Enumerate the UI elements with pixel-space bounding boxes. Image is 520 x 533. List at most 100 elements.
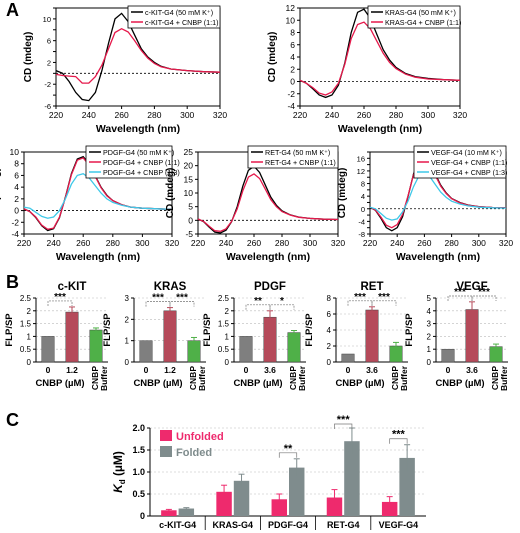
x-tick-label: 220 xyxy=(363,238,377,248)
y-tick-label: 12 xyxy=(286,3,296,13)
y-axis-label: FLP/SP xyxy=(202,313,213,347)
legend-box xyxy=(367,5,461,29)
significance-label: ** xyxy=(254,296,262,307)
legend-label: PDGF-G4 + CNBP (1:1) xyxy=(103,158,180,167)
y-tick-label: 2 xyxy=(327,342,332,351)
significance-bracket xyxy=(389,438,408,444)
y-tick-label: 2 xyxy=(225,307,230,316)
significance-bracket xyxy=(334,423,353,429)
x-tick-label: Buffer xyxy=(499,365,509,391)
y-tick-label: 0 xyxy=(290,77,295,87)
significance-bracket xyxy=(347,300,373,306)
significance-label: *** xyxy=(378,292,390,303)
x-tick-label: Buffer xyxy=(197,365,207,391)
y-tick-label: 10 xyxy=(10,147,20,157)
y-axis-label: CD (mdeg) xyxy=(337,168,348,219)
chart-title: KRAS xyxy=(154,281,187,293)
bar xyxy=(263,316,277,363)
y-tick-label: 0.5 xyxy=(132,489,145,499)
x-tick-label: CNBP xyxy=(90,366,100,390)
y-tick-label: 0 xyxy=(361,205,365,214)
bar xyxy=(89,329,103,363)
x-tick-label: CNBP xyxy=(390,366,400,390)
significance-label: *** xyxy=(176,293,188,304)
x-tick-label: 260 xyxy=(115,110,129,120)
significance-bracket xyxy=(447,295,473,301)
y-tick-label: -2 xyxy=(11,217,19,227)
y-tick-label: 0 xyxy=(125,358,130,367)
x-tick-label: VEGF-G4 xyxy=(379,520,419,530)
y-tick-label: 8 xyxy=(361,180,365,189)
y-axis-label: FLP/SP xyxy=(102,313,113,347)
significance-bracket xyxy=(371,300,397,306)
y-tick-label: -5 xyxy=(185,229,193,239)
x-tick-label: 220 xyxy=(49,110,63,120)
y-tick-label: -2 xyxy=(44,80,51,89)
cd-spectrum-panel: 220 240 260 280 300 320 -4 -20 2 4 68 10 Wavelength … xyxy=(0,145,180,263)
y-tick-label: 0.5 xyxy=(218,345,230,354)
y-axis-label: CD (mdeg) xyxy=(165,168,176,219)
x-tick-label: 220 xyxy=(293,110,307,120)
y-tick-label: 8 xyxy=(327,294,332,303)
y-tick-label: 0 xyxy=(327,358,332,367)
y-axis-label: FLP/SP xyxy=(4,313,15,347)
y-tick-label: 5 xyxy=(427,294,432,303)
flp-bar-chart: 0 1 2 3 4 5 VEGF FLP/SP 0 3.6 CNBP Buffer CNBP (µM) *… xyxy=(404,281,509,391)
bar xyxy=(465,309,479,363)
x-tick-label: 240 xyxy=(47,238,61,248)
series-line xyxy=(55,27,221,84)
significance-label: *** xyxy=(354,292,366,303)
chart-title: PDGF xyxy=(254,281,286,293)
y-tick-label: 2.5 xyxy=(20,294,32,303)
significance-bracket xyxy=(269,304,295,310)
y-tick-label: 1.0 xyxy=(132,467,145,477)
kd-grouped-bar-chart: 0 0.5 1.0 1.5 2.0 Kd (µM) c-KIT-G4 KRAS-G4 PDGF-… xyxy=(111,414,426,530)
x-tick-label: 280 xyxy=(275,238,289,248)
x-tick-label: Buffer xyxy=(99,365,109,391)
x-tick-label: 260 xyxy=(357,110,371,120)
legend-label: PDGF-G4 (50 mM K⁺) xyxy=(103,148,174,157)
flp-bar-chart: 0 0.5 1 1.5 2 2.5 c-KIT FLP/SP 0 1.2 CNBP Buffer CNB… xyxy=(4,281,109,391)
x-axis-label: CNBP (µM) xyxy=(35,378,84,389)
y-tick-label: 3 xyxy=(427,320,432,329)
x-tick-label: 0 xyxy=(46,365,51,375)
y-tick-label: 8 xyxy=(290,28,295,38)
y-tick-label: -8 xyxy=(358,230,365,239)
bar xyxy=(139,340,153,363)
x-tick-label: 300 xyxy=(421,110,435,120)
significance-label: *** xyxy=(54,292,66,303)
y-tick-label: 1 xyxy=(225,332,230,341)
x-tick-label: 260 xyxy=(417,238,431,248)
y-tick-label: 6 xyxy=(327,310,332,319)
y-tick-label: 2 xyxy=(47,58,51,67)
y-tick-label: 0 xyxy=(427,358,432,367)
legend-label: KRAS-G4 + CNBP (1:1) xyxy=(385,18,461,27)
x-axis-label: Wavelength (nm) xyxy=(226,251,310,263)
y-tick-label: 4 xyxy=(14,182,19,192)
x-tick-label: 320 xyxy=(213,110,227,120)
x-tick-label: PDGF-G4 xyxy=(268,520,308,530)
y-tick-label: -2 xyxy=(287,89,295,99)
legend-label: PDGF-G4 + CNBP (1:3) xyxy=(103,168,180,177)
y-tick-label: 2.5 xyxy=(218,294,230,303)
y-tick-label: 2 xyxy=(125,315,130,324)
x-axis-label: Wavelength (nm) xyxy=(396,251,480,263)
cd-spectrum-panel: 220 240 260 280 300 320 -8 -4 0 4 8 12 16 Wavelength … xyxy=(337,145,513,263)
x-tick-label: 300 xyxy=(303,238,317,248)
x-axis-label: CNBP (µM) xyxy=(335,378,384,389)
y-tick-label: 25 xyxy=(184,147,194,157)
x-tick-label: 3.6 xyxy=(366,365,378,375)
y-tick-label: 4 xyxy=(327,326,332,335)
legend-box xyxy=(247,145,339,169)
series-line xyxy=(197,165,339,234)
x-tick-label: 280 xyxy=(389,110,403,120)
x-tick-label: 320 xyxy=(165,238,179,248)
legend-label: Folded xyxy=(176,447,212,459)
series-line xyxy=(23,172,173,219)
x-tick-label: Buffer xyxy=(399,365,409,391)
x-tick-label: 0 xyxy=(446,365,451,375)
x-tick-label: 260 xyxy=(76,238,90,248)
cd-spectrum-panel: 220 240 260 280 300 320 -4 -2 0 2 4 6 8 10 12 Wavelengt… xyxy=(267,3,467,135)
bar xyxy=(233,480,250,516)
y-tick-label: 0 xyxy=(140,511,145,521)
